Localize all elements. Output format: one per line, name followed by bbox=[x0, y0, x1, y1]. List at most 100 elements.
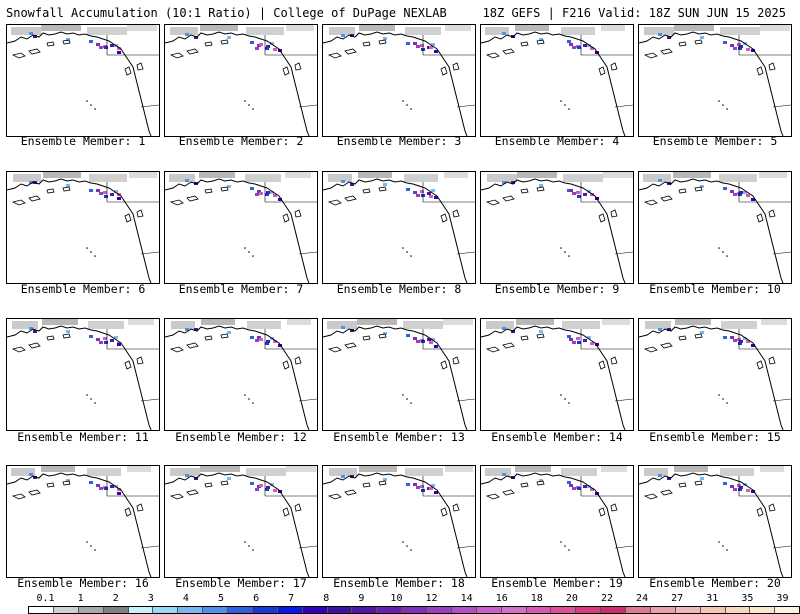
political-border bbox=[456, 398, 475, 402]
snowfall-shading-cell bbox=[738, 488, 742, 491]
island-outline bbox=[610, 503, 618, 512]
political-border bbox=[298, 398, 317, 402]
colorbar-tick-label: 10 bbox=[390, 593, 403, 604]
island-outline bbox=[694, 186, 703, 192]
snowfall-shading-cell bbox=[29, 32, 33, 35]
political-border bbox=[614, 545, 633, 549]
island-outline bbox=[294, 503, 302, 512]
snowfall-shading-cell bbox=[577, 46, 581, 49]
snow-shading bbox=[443, 319, 473, 325]
colorbar-tick-label: 35 bbox=[741, 593, 754, 604]
snowfall-shading-cell bbox=[117, 197, 121, 200]
hawaii-island bbox=[248, 398, 250, 400]
hawaii-island bbox=[568, 549, 570, 551]
snowfall-shading-cell bbox=[99, 487, 103, 490]
colorbar-swatch bbox=[601, 607, 626, 613]
hawaii-island bbox=[722, 398, 724, 400]
island-outline bbox=[327, 199, 342, 206]
colorbar-tick-label: 7 bbox=[288, 593, 295, 604]
colorbar-tick-label: 4 bbox=[182, 593, 189, 604]
snowfall-shading-cell bbox=[539, 479, 543, 482]
coastline bbox=[7, 325, 152, 430]
snowfall-shading-cell bbox=[89, 40, 93, 43]
political-border bbox=[772, 251, 791, 255]
island-outline bbox=[169, 493, 184, 500]
hawaii-island bbox=[402, 541, 404, 543]
snowfall-shading-cell bbox=[117, 492, 121, 495]
ensemble-member-panel bbox=[322, 171, 476, 284]
island-outline bbox=[452, 503, 460, 512]
snowfall-shading-cell bbox=[572, 192, 576, 195]
snow-shading bbox=[200, 25, 238, 31]
snow-shading bbox=[42, 319, 78, 325]
snowfall-shading-cell bbox=[700, 185, 704, 188]
snow-shading bbox=[644, 468, 668, 476]
island-outline bbox=[344, 342, 357, 349]
colorbar-swatch bbox=[103, 607, 129, 613]
snowfall-shading-cell bbox=[733, 488, 737, 491]
snowfall-shading-cell bbox=[733, 47, 737, 50]
snowfall-shading-cell bbox=[104, 341, 108, 344]
ensemble-member-panel bbox=[480, 465, 634, 578]
snowfall-shading-cell bbox=[227, 36, 231, 39]
coastline bbox=[639, 472, 784, 577]
snowfall-shading-cell bbox=[572, 487, 576, 490]
snowfall-shading-cell bbox=[751, 49, 755, 52]
snow-shading bbox=[761, 319, 787, 325]
snowfall-shading-cell bbox=[572, 341, 576, 344]
snow-shading bbox=[87, 468, 121, 476]
snow-shading bbox=[13, 174, 41, 182]
snow-shading bbox=[287, 319, 311, 325]
snowfall-shading-cell bbox=[257, 336, 261, 339]
political-border bbox=[772, 545, 791, 549]
island-outline bbox=[694, 39, 703, 45]
snowfall-shading-cell bbox=[114, 336, 118, 339]
snowfall-shading-cell bbox=[577, 487, 581, 490]
colorbar-swatch bbox=[526, 607, 552, 613]
colorbar-swatch bbox=[128, 607, 154, 613]
snowfall-shading-cell bbox=[738, 193, 742, 196]
snowfall-shading-cell bbox=[66, 479, 70, 482]
island-outline bbox=[768, 62, 776, 71]
ensemble-member-label: Ensemble Member: 13 bbox=[333, 430, 465, 444]
snowfall-shading-cell bbox=[590, 488, 594, 491]
snowfall-shading-cell bbox=[117, 488, 121, 491]
colorbar-swatch bbox=[402, 607, 427, 613]
coastline bbox=[323, 472, 468, 577]
political-border bbox=[772, 104, 791, 108]
snow-shading bbox=[328, 174, 352, 182]
snowfall-shading-cell bbox=[746, 340, 750, 343]
hawaii-island bbox=[564, 398, 566, 400]
snowfall-map bbox=[165, 25, 317, 136]
island-outline bbox=[643, 346, 658, 353]
snowfall-shading-cell bbox=[265, 193, 269, 196]
snow-shading bbox=[12, 321, 38, 329]
island-outline bbox=[186, 342, 199, 349]
island-outline bbox=[694, 333, 703, 339]
snowfall-map bbox=[165, 319, 317, 430]
island-outline bbox=[502, 342, 515, 349]
snow-shading bbox=[601, 25, 625, 31]
colorbar-swatch bbox=[277, 607, 303, 613]
snowfall-shading-cell bbox=[583, 44, 587, 47]
snow-shading bbox=[246, 468, 286, 476]
snowfall-shading-cell bbox=[420, 485, 424, 488]
hawaii-island bbox=[90, 398, 92, 400]
island-outline bbox=[169, 52, 184, 59]
island-outline bbox=[536, 39, 545, 45]
snowfall-colorbar: 0.1 1 2 3 4 5 6 7 8 9 10 12 14 16 18 20 22 24 27 31 35 39 bbox=[14, 297, 800, 614]
island-outline bbox=[485, 493, 500, 500]
colorbar-swatch bbox=[29, 607, 54, 613]
snow-shading bbox=[405, 468, 443, 476]
island-outline bbox=[28, 342, 41, 349]
snow-shading bbox=[561, 27, 595, 35]
colorbar-tick-label: 12 bbox=[425, 593, 438, 604]
snowfall-shading-cell bbox=[255, 193, 259, 196]
snowfall-map bbox=[7, 319, 159, 430]
snowfall-shading-cell bbox=[539, 184, 543, 187]
ensemble-member-panel bbox=[638, 465, 792, 578]
hawaii-island bbox=[726, 402, 728, 404]
coastline bbox=[639, 325, 784, 430]
snowfall-shading-cell bbox=[416, 340, 420, 343]
island-outline bbox=[344, 489, 357, 496]
